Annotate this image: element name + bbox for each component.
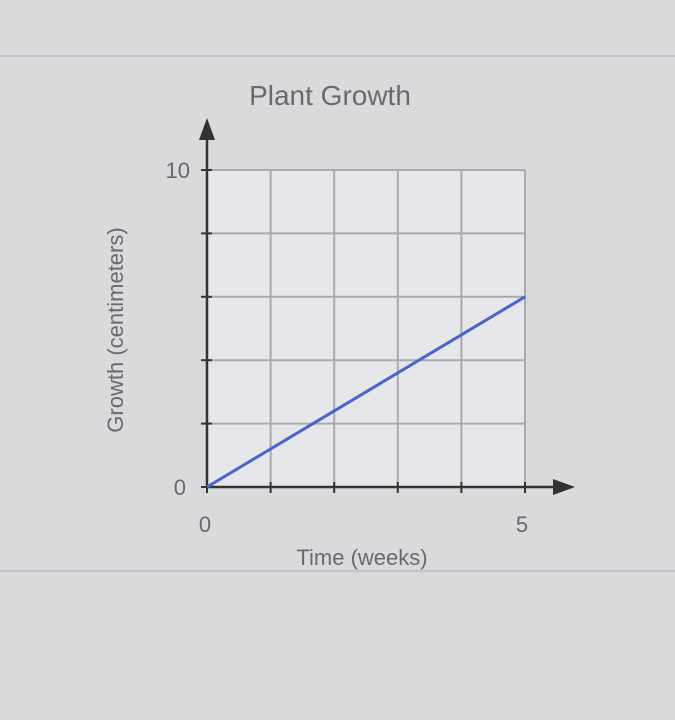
- bottom-divider: [0, 570, 675, 572]
- top-divider: [0, 55, 675, 57]
- x-axis-arrow: [553, 479, 575, 495]
- y-axis-label: Growth (centimeters): [103, 227, 128, 432]
- y-tick-label-0: 0: [174, 475, 186, 500]
- x-axis-label: Time (weeks): [296, 545, 427, 570]
- chart-title: Plant Growth: [249, 80, 411, 111]
- plot-area: [207, 170, 525, 487]
- y-axis-arrow: [199, 118, 215, 140]
- x-tick-label-5: 5: [516, 512, 528, 537]
- y-tick-label-10: 10: [166, 158, 190, 183]
- x-tick-label-0: 0: [199, 512, 211, 537]
- growth-line: [206, 295, 526, 489]
